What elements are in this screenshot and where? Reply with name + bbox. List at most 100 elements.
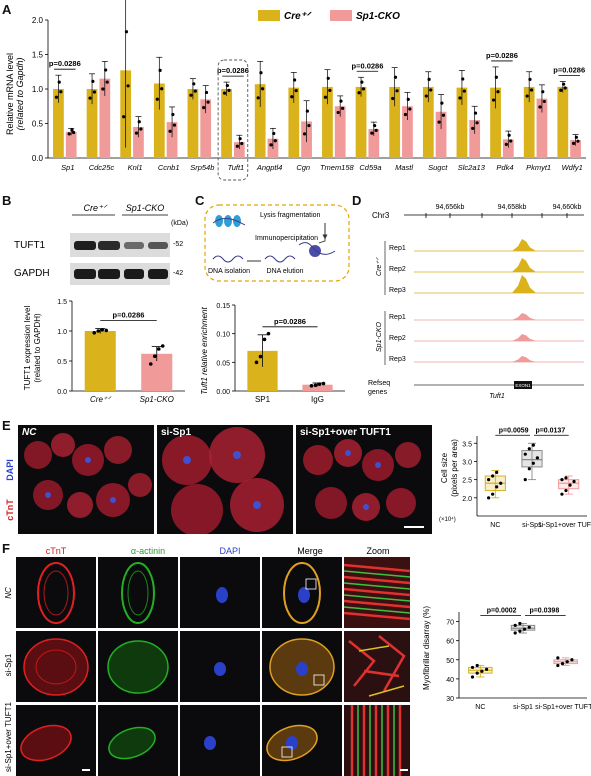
f-data-point <box>518 621 522 626</box>
f-cell-sisp1-ctnt <box>16 631 96 702</box>
a-data-point <box>491 98 496 102</box>
a-sig-label: p=0.0286 <box>553 65 585 74</box>
a-data-point <box>172 123 177 127</box>
a-data-point <box>538 105 542 109</box>
f-cell-sisp1-zoom <box>344 631 410 702</box>
e-data-point <box>491 492 495 496</box>
a-data-point <box>529 88 534 92</box>
panel-c-bar-chart: Tuft1 relative enrichment 0.00 0.05 0.10 0.… <box>200 303 345 404</box>
a-bar <box>133 126 144 158</box>
a-bar <box>86 89 98 158</box>
c-data-point <box>321 381 326 386</box>
b-y-tick-label: 1.5 <box>57 299 67 306</box>
panel-d-chip-tracks: Chr3 94,656kb 94,658kb 94,660kb Cre⁺ᐟ Sp… <box>368 204 584 400</box>
f-data-point <box>513 623 517 627</box>
a-bar <box>99 78 111 158</box>
a-data-point <box>393 75 398 79</box>
track-exon-box <box>514 381 532 389</box>
f-y-tick-label: 30 <box>446 696 454 703</box>
a-data-point <box>373 123 377 128</box>
a-data-point <box>70 128 74 132</box>
a-x-tick-label: Knl1 <box>128 163 143 172</box>
a-x-tick-label: Pkmyt1 <box>526 163 551 172</box>
panel-b-ylabel-2: (related to GAPDH) <box>33 313 42 383</box>
a-data-point <box>427 77 431 81</box>
a-data-point <box>259 71 263 75</box>
e-data-point <box>564 476 568 480</box>
a-data-point <box>391 96 395 101</box>
blot-marker-52: -52 <box>173 241 183 248</box>
a-data-point <box>462 89 466 93</box>
a-data-point <box>92 90 97 94</box>
track-gene-label: Tuft1 <box>489 393 505 400</box>
f-x-tick-label: si-Sp1+over TUFT1 <box>535 704 591 711</box>
track-coord-2: 94,658kb <box>498 204 527 211</box>
f-cell-sisp1-merge <box>262 631 342 702</box>
f-cell-rescue-ctnt <box>16 705 96 776</box>
f-cell-nc-zoom <box>344 557 410 628</box>
d-track-peak <box>512 275 536 293</box>
a-sig-label: p=0.0286 <box>486 51 518 60</box>
a-data-point <box>54 95 59 99</box>
a-x-tick-label: Cdc25c <box>89 163 115 172</box>
a-data-point <box>541 90 545 94</box>
f-data-point <box>513 631 517 635</box>
stain-label-ctnt: cTnT <box>5 499 15 521</box>
micrograph-e-label-nc: NC <box>22 427 37 438</box>
a-data-point <box>240 141 244 146</box>
a-data-point <box>260 87 265 91</box>
a-x-tick-label: Angptl4 <box>256 163 282 172</box>
e-data-point <box>495 485 499 489</box>
e-data-point <box>560 492 564 496</box>
a-bar <box>221 89 232 158</box>
blot-row-tuft1: TUFT1 <box>14 240 46 251</box>
a-bar <box>389 86 401 158</box>
d-track-peak <box>512 239 536 251</box>
a-data-point <box>227 88 231 92</box>
a-y-tick-label: 1.0 <box>32 85 44 94</box>
e-data-point <box>527 447 531 451</box>
f-x-tick-label: NC <box>475 704 485 711</box>
a-x-tick-label: Cgn <box>296 163 310 172</box>
a-data-point <box>361 87 366 91</box>
a-data-point <box>235 144 239 148</box>
a-data-point <box>496 90 500 94</box>
c-y-tick-label: 0.00 <box>216 389 230 396</box>
e-data-point <box>523 478 527 482</box>
track-coord-3: 94,660kb <box>553 204 582 211</box>
f-data-point <box>518 629 522 633</box>
f-data-point <box>527 625 531 629</box>
e-data-point <box>487 478 491 482</box>
f-data-point <box>556 663 560 668</box>
f-col-actinin: α-actinin <box>131 546 165 556</box>
c-data-point <box>262 337 267 342</box>
a-data-point <box>189 93 193 97</box>
a-data-point <box>105 80 109 84</box>
a-bar <box>65 131 77 158</box>
f-cell-nc-ctnt <box>16 557 96 628</box>
a-y-tick-label: 2.0 <box>32 16 44 25</box>
panel-e-stain-labels: DAPI cTnT <box>5 459 15 521</box>
f-col-dapi: DAPI <box>219 546 240 556</box>
a-y-tick-label: 0.5 <box>32 120 44 129</box>
d-track-peak <box>512 356 536 362</box>
b-data-point <box>160 344 165 348</box>
d-track-peak <box>512 258 536 272</box>
a-data-point <box>475 121 479 125</box>
e-x-tick-label: si-Sp1 <box>522 522 542 529</box>
e-data-point <box>495 470 499 474</box>
a-data-point <box>238 137 242 141</box>
track-refseq-1: Refseq <box>368 380 390 387</box>
a-data-point <box>101 87 105 91</box>
e-data-point <box>487 496 491 500</box>
f-cell-rescue-merge <box>262 705 342 776</box>
track-group-cre: Cre⁺ᐟ <box>376 257 383 276</box>
b-bar <box>84 331 116 391</box>
a-bar <box>53 89 64 158</box>
panel-label-d: D <box>352 193 362 208</box>
track-rep1-cre: Rep1 <box>389 245 406 252</box>
a-data-point <box>302 132 307 136</box>
panel-label-c: C <box>195 193 205 208</box>
a-data-point <box>256 96 260 100</box>
a-x-tick-label: Tuft1 <box>228 163 245 172</box>
